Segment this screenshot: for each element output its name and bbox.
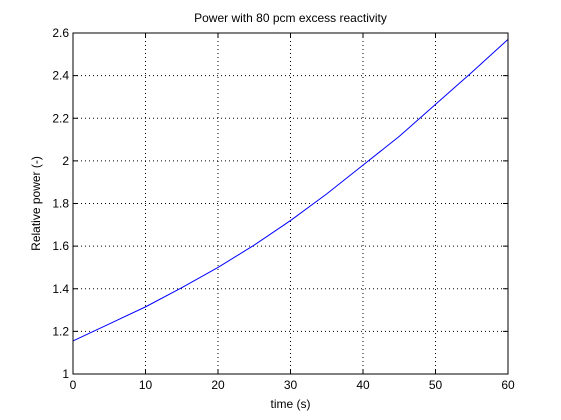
chart-title: Power with 80 pcm excess reactivity bbox=[194, 11, 387, 25]
y-tick-label: 1 bbox=[62, 367, 69, 381]
x-tick-label: 10 bbox=[139, 378, 153, 392]
y-tick-label: 2.4 bbox=[52, 69, 69, 83]
grid-lines bbox=[73, 33, 508, 374]
x-tick-label: 50 bbox=[429, 378, 443, 392]
plot-area bbox=[73, 33, 508, 374]
x-axis-label: time (s) bbox=[271, 397, 311, 411]
y-axis-label: Relative power (-) bbox=[29, 156, 43, 251]
series-group bbox=[72, 39, 509, 342]
y-tick-label: 2 bbox=[62, 154, 69, 168]
y-tick-label: 1.4 bbox=[52, 282, 69, 296]
x-tick-label: 20 bbox=[211, 378, 225, 392]
x-tick-label: 30 bbox=[284, 378, 298, 392]
x-tick-label: 0 bbox=[70, 378, 77, 392]
x-tick-label: 60 bbox=[501, 378, 515, 392]
y-tick-label: 1.8 bbox=[52, 197, 69, 211]
y-tick-label: 2.6 bbox=[52, 26, 69, 40]
axis-ticks: 0 10 20 30 40 50 60 1 1.2 1.4 1.6 1.8 2 2.2 2.4 2.6 bbox=[52, 26, 515, 392]
y-tick-label: 1.2 bbox=[52, 324, 69, 338]
series-line bbox=[72, 39, 509, 342]
x-tick-label: 40 bbox=[356, 378, 370, 392]
y-tick-label: 1.6 bbox=[52, 239, 69, 253]
y-tick-label: 2.2 bbox=[52, 111, 69, 125]
